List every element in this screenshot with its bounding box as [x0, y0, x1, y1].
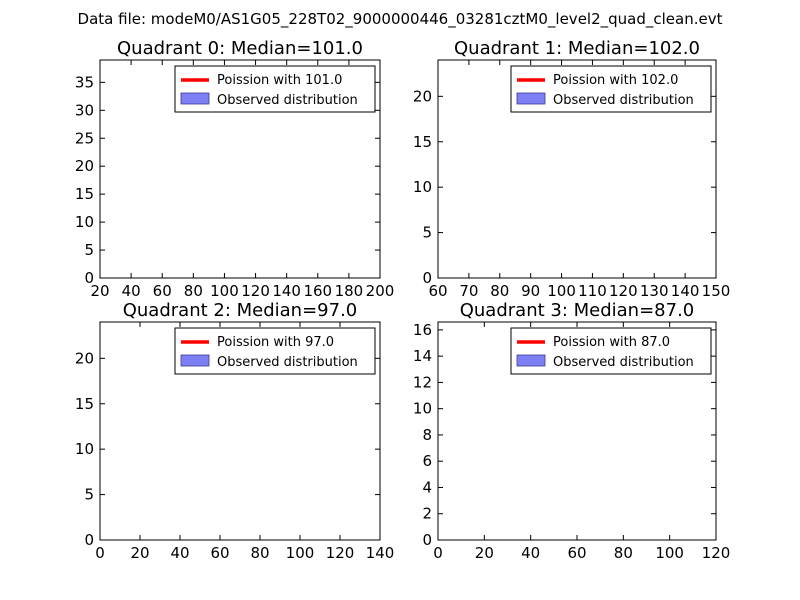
y-tick-label: 14 — [413, 347, 432, 365]
y-tick-label: 20 — [75, 349, 94, 367]
legend-bar-swatch — [180, 354, 210, 367]
y-tick-label: 10 — [75, 440, 94, 458]
y-tick-label: 2 — [422, 505, 432, 523]
legend-bar-label: Observed distribution — [553, 93, 694, 108]
x-tick-label: 120 — [702, 544, 731, 562]
panel-3: 0 20 40 60 80 100 120 0 2 4 6 8 10 12 14 16 Quadrant 3: … — [413, 300, 730, 562]
y-tick-label: 0 — [84, 269, 94, 287]
legend-bar-label: Observed distribution — [217, 355, 358, 370]
x-tick-label: 140 — [366, 544, 395, 562]
x-tick-label: 180 — [335, 282, 364, 300]
x-tick-label: 150 — [702, 282, 731, 300]
x-tick-label: 100 — [547, 282, 576, 300]
x-tick-label: 0 — [433, 544, 443, 562]
legend: Poission with 97.0 Observed distribution — [174, 327, 376, 375]
y-tick-label: 6 — [422, 452, 432, 470]
y-tick-label: 16 — [413, 321, 432, 339]
panel-2: 0 20 40 60 80 100 120 140 0 5 10 15 20 Quadrant 2: Me… — [75, 300, 394, 562]
y-tick-label: 5 — [422, 224, 432, 242]
x-tick-label: 0 — [95, 544, 105, 562]
y-tick-label: 35 — [75, 73, 94, 91]
x-tick-label: 80 — [184, 282, 203, 300]
y-tick-label: 5 — [84, 241, 94, 259]
panel-title: Quadrant 0: Median=101.0 — [117, 38, 363, 59]
x-tick-label: 20 — [130, 544, 149, 562]
x-tick-label: 100 — [286, 544, 315, 562]
x-tick-label: 60 — [567, 544, 586, 562]
y-tick-label: 25 — [75, 129, 94, 147]
panel-title: Quadrant 2: Median=97.0 — [123, 300, 358, 321]
panel-1: 60 70 80 90 100 110 120 130 140 150 0 5 10 15 20 Quadra… — [413, 38, 730, 300]
y-tick-label: 10 — [413, 400, 432, 418]
x-tick-label: 40 — [170, 544, 189, 562]
legend-line-label: Poission with 102.0 — [553, 73, 678, 88]
x-tick-label: 100 — [210, 282, 239, 300]
legend-bar-label: Observed distribution — [217, 93, 358, 108]
legend-bar-swatch — [180, 92, 210, 105]
x-tick-label: 120 — [609, 282, 638, 300]
panel-0: 20 40 60 80 100 120 140 160 180 200 0 5 10 15 20 25 30 35… — [75, 38, 394, 300]
y-tick-label: 10 — [75, 213, 94, 231]
legend-line-label: Poission with 97.0 — [217, 335, 334, 350]
y-tick-label: 4 — [422, 478, 432, 496]
x-tick-label: 60 — [428, 282, 447, 300]
x-tick-label: 80 — [614, 544, 633, 562]
legend-line-label: Poission with 101.0 — [217, 73, 342, 88]
legend-bar-swatch — [516, 354, 546, 367]
x-tick-label: 20 — [475, 544, 494, 562]
legend-line-label: Poission with 87.0 — [553, 335, 670, 350]
y-tick-label: 15 — [75, 395, 94, 413]
legend: Poission with 102.0 Observed distribution — [510, 65, 712, 113]
panel-title: Quadrant 3: Median=87.0 — [460, 300, 695, 321]
y-tick-label: 12 — [413, 373, 432, 391]
y-tick-label: 8 — [422, 426, 432, 444]
x-tick-label: 60 — [153, 282, 172, 300]
x-tick-label: 100 — [655, 544, 684, 562]
y-tick-label: 0 — [422, 269, 432, 287]
y-tick-label: 30 — [75, 101, 94, 119]
y-tick-label: 20 — [413, 87, 432, 105]
x-tick-label: 140 — [272, 282, 301, 300]
x-tick-label: 40 — [122, 282, 141, 300]
y-tick-label: 15 — [75, 185, 94, 203]
x-tick-label: 90 — [521, 282, 540, 300]
x-tick-label: 80 — [250, 544, 269, 562]
x-tick-label: 130 — [640, 282, 669, 300]
x-tick-label: 80 — [490, 282, 509, 300]
legend-bar-label: Observed distribution — [553, 355, 694, 370]
legend: Poission with 101.0 Observed distribution — [174, 65, 376, 113]
x-tick-label: 120 — [326, 544, 355, 562]
legend: Poission with 87.0 Observed distribution — [510, 327, 712, 375]
histogram-bar — [379, 272, 380, 278]
x-tick-label: 160 — [303, 282, 332, 300]
y-tick-label: 10 — [413, 178, 432, 196]
x-tick-label: 140 — [671, 282, 700, 300]
x-tick-label: 110 — [578, 282, 607, 300]
y-tick-label: 20 — [75, 157, 94, 175]
figure-suptitle: Data file: modeM0/AS1G05_228T02_90000004… — [78, 10, 723, 29]
x-tick-label: 120 — [241, 282, 270, 300]
x-tick-label: 20 — [90, 282, 109, 300]
y-tick-label: 0 — [422, 531, 432, 549]
x-tick-label: 40 — [521, 544, 540, 562]
x-tick-label: 200 — [366, 282, 395, 300]
legend-bar-swatch — [516, 92, 546, 105]
y-tick-label: 5 — [84, 486, 94, 504]
x-tick-label: 60 — [210, 544, 229, 562]
panel-title: Quadrant 1: Median=102.0 — [454, 38, 700, 59]
x-tick-label: 70 — [459, 282, 478, 300]
panels: 20 40 60 80 100 120 140 160 180 20005101520253035… — [75, 38, 730, 562]
y-tick-label: 15 — [413, 133, 432, 151]
y-tick-label: 0 — [84, 531, 94, 549]
